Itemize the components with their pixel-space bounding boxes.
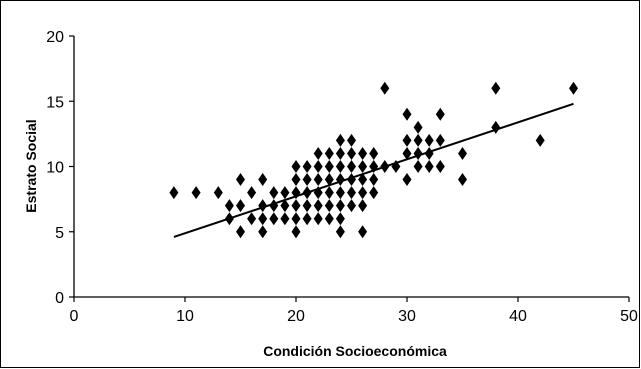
data-point-diamond: [358, 173, 368, 187]
data-point-diamond: [402, 146, 412, 160]
data-point-diamond: [313, 160, 323, 173]
data-point-diamond: [335, 160, 345, 173]
data-point-diamond: [458, 146, 467, 160]
y-tick-label: 5: [55, 225, 64, 242]
data-point-diamond: [413, 160, 423, 173]
data-point-diamond: [335, 212, 345, 226]
data-point-diamond: [236, 173, 245, 187]
data-point-diamond: [335, 225, 345, 239]
x-axis-title: Condición Socioeconómica: [263, 343, 447, 359]
data-point-diamond: [258, 225, 268, 239]
data-point-diamond: [358, 225, 368, 239]
data-point-diamond: [302, 212, 312, 226]
data-point-diamond: [269, 212, 279, 226]
data-point-diamond: [291, 173, 301, 187]
data-point-diamond: [369, 146, 379, 160]
data-point-diamond: [402, 133, 412, 147]
data-point-diamond: [347, 146, 356, 160]
data-point-diamond: [413, 146, 423, 160]
x-tick-label: 20: [287, 308, 305, 325]
data-point-diamond: [347, 199, 356, 213]
data-point-diamond: [313, 199, 323, 213]
data-point-diamond: [347, 160, 356, 173]
data-point-diamond: [358, 146, 368, 160]
trendline-group: [173, 102, 574, 238]
data-point-diamond: [258, 173, 268, 187]
ticks: 0 10 20 30 40 50 0 5 10 15 20: [46, 29, 638, 325]
data-point-diamond: [335, 186, 345, 200]
data-point-diamond: [247, 212, 257, 226]
data-point-diamond: [324, 186, 334, 200]
data-point-diamond: [458, 173, 467, 187]
data-point-diamond: [302, 199, 312, 213]
y-tick-label: 15: [46, 94, 64, 111]
data-point-diamond: [324, 146, 334, 160]
data-points: [169, 81, 578, 239]
y-tick-label: 20: [46, 29, 64, 46]
data-point-diamond: [335, 133, 345, 147]
data-point-diamond: [347, 133, 356, 147]
data-point-diamond: [491, 81, 501, 95]
x-tick-label: 10: [176, 308, 194, 325]
data-point-diamond: [191, 186, 201, 200]
data-point-diamond: [236, 225, 245, 239]
data-point-diamond: [280, 212, 290, 226]
data-point-diamond: [413, 133, 423, 147]
data-point-diamond: [291, 212, 301, 226]
data-point-diamond: [358, 199, 368, 213]
data-point-diamond: [258, 212, 268, 226]
data-point-diamond: [280, 199, 290, 213]
data-point-diamond: [291, 225, 301, 239]
data-point-diamond: [324, 173, 334, 187]
data-point-diamond: [169, 186, 179, 200]
data-point-diamond: [335, 146, 345, 160]
data-point-diamond: [236, 199, 245, 213]
data-point-diamond: [435, 160, 445, 173]
data-point-diamond: [302, 160, 312, 173]
data-point-diamond: [413, 120, 423, 134]
data-point-diamond: [269, 186, 279, 200]
y-tick-label: 10: [46, 160, 64, 177]
data-point-diamond: [335, 199, 345, 213]
data-point-diamond: [358, 160, 368, 173]
data-point-diamond: [324, 212, 334, 226]
y-axis-title: Estrato Social: [23, 119, 39, 212]
data-point-diamond: [347, 186, 356, 200]
data-point-diamond: [224, 199, 234, 213]
y-tick-label: 0: [55, 290, 64, 307]
data-point-diamond: [424, 133, 434, 147]
trendline: [173, 102, 574, 238]
data-point-diamond: [402, 173, 412, 187]
data-point-diamond: [569, 81, 578, 95]
x-tick-label: 30: [398, 308, 416, 325]
x-tick-label: 50: [620, 308, 638, 325]
data-point-diamond: [435, 133, 445, 147]
data-point-diamond: [491, 120, 501, 134]
data-point-diamond: [302, 173, 312, 187]
data-point-diamond: [402, 107, 412, 121]
data-point-diamond: [313, 146, 323, 160]
data-point-diamond: [324, 160, 334, 173]
x-tick-label: 0: [70, 308, 79, 325]
data-point-diamond: [358, 186, 368, 200]
data-point-diamond: [280, 186, 290, 200]
data-point-diamond: [291, 199, 301, 213]
data-point-diamond: [324, 199, 334, 213]
data-point-diamond: [247, 186, 257, 200]
data-point-diamond: [424, 160, 434, 173]
data-point-diamond: [380, 81, 390, 95]
data-point-diamond: [313, 212, 323, 226]
data-point-diamond: [313, 173, 323, 187]
data-point-diamond: [369, 186, 379, 200]
data-point-diamond: [213, 186, 223, 200]
data-point-diamond: [535, 133, 545, 147]
data-point-diamond: [369, 173, 379, 187]
x-tick-label: 40: [509, 308, 527, 325]
data-point-diamond: [291, 160, 301, 173]
data-point-diamond: [435, 107, 445, 121]
